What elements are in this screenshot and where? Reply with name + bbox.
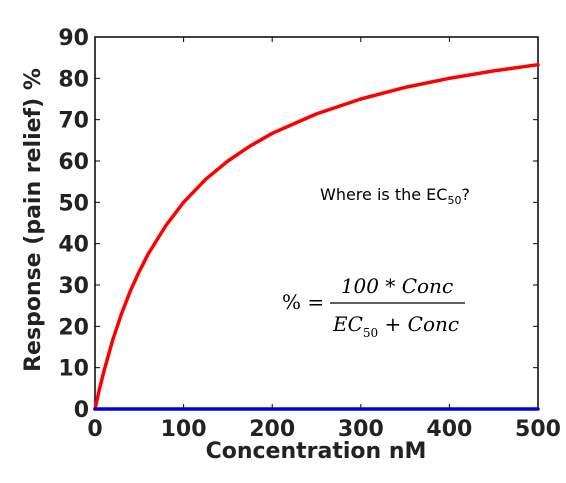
x-tick-label: 300 [338,417,384,442]
y-tick-label: 0 [74,398,89,423]
formula-denominator: EC50 + Conc [332,312,459,340]
x-axis-title: Concentration nM [206,439,427,464]
y-tick-label: 30 [58,274,89,299]
y-tick-label: 70 [58,109,89,134]
formula-lhs: % = [282,290,324,314]
y-tick-label: 80 [58,67,89,92]
series-line-0 [93,62,540,411]
y-axis-ticks: 0 10 20 30 40 50 60 70 80 90 [58,26,538,423]
y-tick-label: 60 [58,150,89,175]
formula-numerator: 100 * Conc [341,274,453,298]
series-group [93,62,540,411]
y-axis-title: Response (pain relief) % [21,68,46,372]
x-tick-label: 0 [87,417,102,442]
x-tick-label: 100 [161,417,207,442]
x-axis-ticks: 0 100 200 300 400 500 [87,37,561,442]
x-tick-label: 500 [515,417,561,442]
y-tick-label: 50 [58,191,89,216]
y-tick-label: 10 [58,357,89,382]
y-tick-label: 40 [58,233,89,258]
formula: % = 100 * Conc EC50 + Conc [282,274,465,340]
plot-area [94,36,539,410]
y-tick-label: 20 [58,315,89,340]
annotation-question: Where is the EC50? [320,185,470,207]
y-tick-label: 90 [58,26,89,51]
x-tick-label: 400 [426,417,472,442]
x-tick-label: 200 [249,417,295,442]
